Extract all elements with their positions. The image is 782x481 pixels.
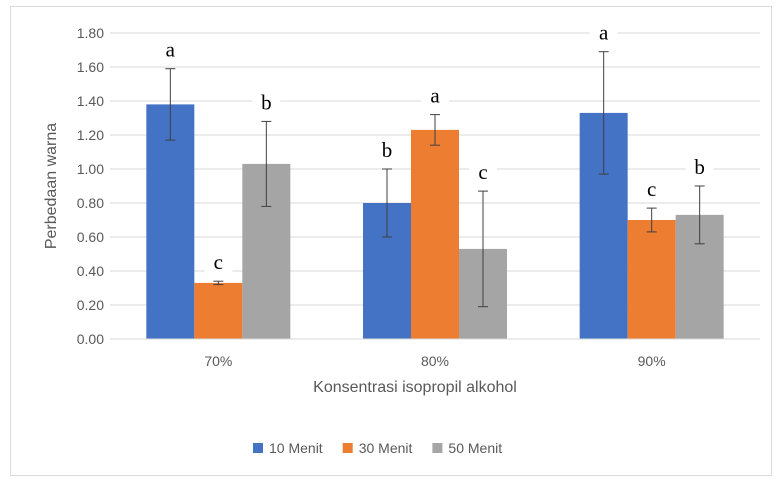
x-axis-title: Konsentrasi isopropil alkohol	[313, 379, 517, 396]
significance-letter: c	[478, 160, 487, 184]
x-tick-label: 70%	[204, 353, 232, 369]
significance-letter: a	[599, 21, 609, 45]
letter-background	[204, 249, 233, 276]
legend-label: 50 Menit	[448, 440, 502, 456]
y-tick-label: 1.60	[77, 59, 104, 75]
y-tick-label: 0.60	[77, 229, 104, 245]
x-tick-label: 80%	[421, 353, 449, 369]
y-tick-label: 1.80	[77, 25, 104, 41]
y-tick-label: 0.20	[77, 297, 104, 313]
significance-letter: b	[382, 138, 393, 162]
significance-letter: b	[261, 90, 272, 114]
bar	[194, 282, 243, 339]
x-axis-ticks: 70% 80% 90%	[204, 353, 665, 369]
bar	[627, 220, 676, 339]
chart-frame	[10, 6, 772, 476]
letter-background	[469, 159, 497, 186]
legend-label: 10 Menit	[269, 440, 323, 456]
letter-background	[156, 36, 185, 63]
letter-background	[421, 82, 449, 109]
y-tick-label: 0.40	[77, 263, 104, 279]
significance-letter: c	[214, 250, 223, 274]
error-bars	[165, 51, 705, 308]
y-tick-label: 1.20	[77, 127, 104, 143]
bar	[146, 104, 195, 340]
letter-background	[589, 19, 618, 46]
significance-letter: b	[694, 155, 705, 179]
letter-background	[637, 176, 666, 203]
y-tick-label: 1.40	[77, 93, 104, 109]
y-axis-title: Perbedaan warna	[43, 123, 60, 249]
y-tick-label: 1.00	[77, 161, 104, 177]
significance-letter: a	[430, 84, 440, 108]
significance-letters: a c b b a c a c b	[156, 19, 714, 276]
y-axis-ticks: 0.00 0.20 0.40 0.60 0.80 1.00 1.20 1.40 1.60 1.80	[77, 25, 104, 347]
legend-label: 30 Menit	[359, 440, 413, 456]
significance-letter: a	[166, 38, 176, 62]
legend-swatch	[342, 443, 353, 453]
significance-letter: c	[647, 177, 656, 201]
bar	[411, 129, 459, 339]
y-tick-label: 0.00	[77, 331, 104, 347]
legend-swatch	[432, 443, 443, 453]
y-tick-label: 0.80	[77, 195, 104, 211]
letter-background	[685, 154, 714, 180]
x-tick-label: 90%	[638, 353, 666, 369]
legend: 10 Menit 30 Menit 50 Menit	[253, 440, 502, 456]
letter-background	[373, 137, 401, 163]
legend-swatch	[253, 443, 263, 453]
letter-background	[252, 89, 281, 116]
